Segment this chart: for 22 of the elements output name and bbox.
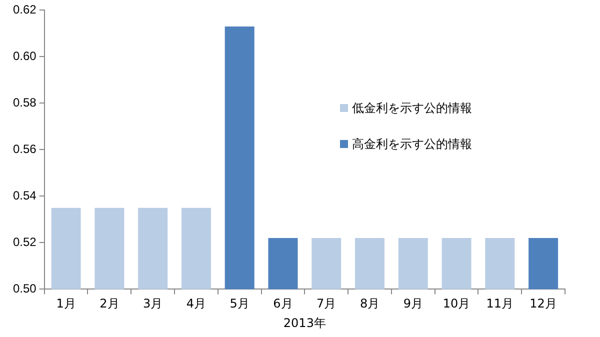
x-tick-label: 6月 bbox=[273, 296, 293, 311]
y-tick-label: 0.58 bbox=[12, 96, 37, 110]
x-tick-label: 7月 bbox=[316, 296, 336, 311]
y-tick-label: 0.50 bbox=[12, 282, 37, 296]
x-tick-label: 4月 bbox=[186, 296, 206, 311]
x-tick-label: 12月 bbox=[530, 296, 557, 311]
x-tick-label: 3月 bbox=[143, 296, 163, 311]
x-tick-label: 11月 bbox=[486, 296, 514, 311]
y-tick-label: 0.52 bbox=[12, 235, 37, 250]
y-tick-label: 0.54 bbox=[12, 188, 37, 203]
y-tick-label: 0.62 bbox=[12, 2, 37, 17]
x-tick-label: 5月 bbox=[230, 296, 250, 311]
x-tick-label: 1月 bbox=[56, 296, 76, 311]
x-tick-label: 2月 bbox=[100, 296, 120, 311]
y-tick-label: 0.60 bbox=[12, 49, 37, 64]
x-tick-label: 9月 bbox=[403, 296, 423, 311]
legend-label: 高金利を示す公的情報 bbox=[352, 136, 472, 152]
legend-label: 低金利を示す公的情報 bbox=[352, 100, 472, 116]
x-axis-title: 2013年 bbox=[283, 316, 326, 330]
x-tick-label: 8月 bbox=[360, 296, 380, 311]
x-tick-label: 10月 bbox=[442, 296, 470, 311]
y-tick-label: 0.56 bbox=[12, 142, 37, 156]
